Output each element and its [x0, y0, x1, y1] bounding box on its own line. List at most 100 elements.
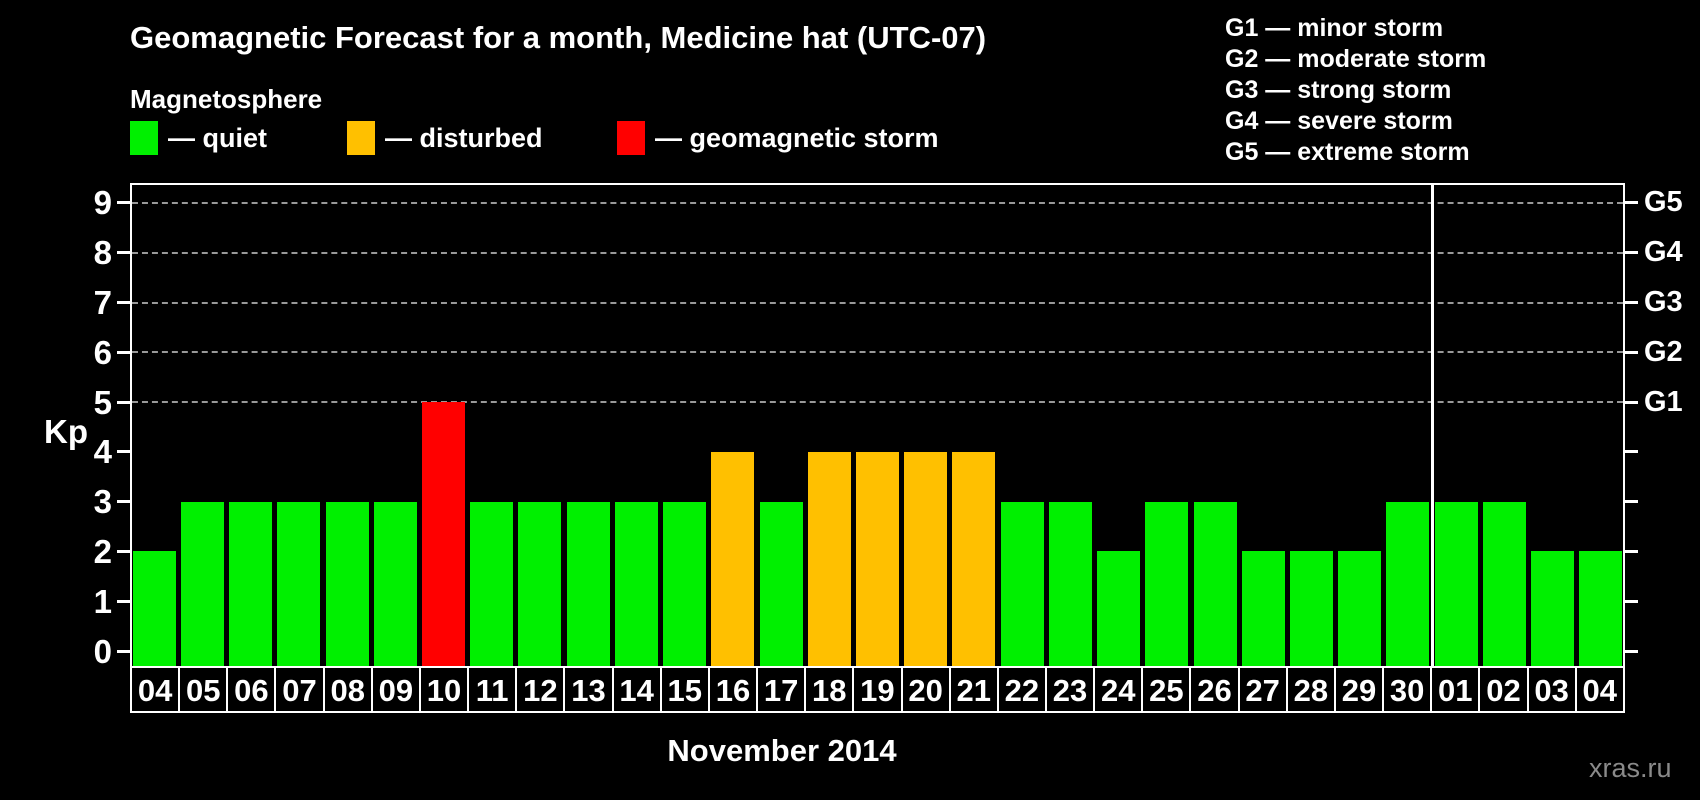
- legend-swatch-quiet: [130, 121, 158, 155]
- y-tick-label-5: 5: [93, 383, 112, 421]
- y-tick-label-3: 3: [93, 483, 112, 521]
- g-legend-line-3: G3 — strong storm: [1225, 76, 1452, 104]
- right-tick-2: [1625, 549, 1638, 553]
- gridline-kp-7: [132, 301, 1623, 304]
- y-tick-label-0: 0: [93, 632, 112, 670]
- day-label-nov-16: 16: [710, 668, 759, 711]
- day-label-nov-07: 07: [276, 668, 325, 711]
- left-tick-5: [117, 400, 130, 404]
- kp-bar-day-06: [229, 501, 273, 666]
- gridline-kp-9: [132, 201, 1623, 204]
- right-tick-7: [1625, 301, 1638, 305]
- day-label-nov-11: 11: [469, 668, 518, 711]
- left-tick-8: [117, 251, 130, 255]
- day-label-nov-19: 19: [854, 668, 903, 711]
- day-label-nov-29: 29: [1336, 668, 1385, 711]
- x-axis-day-labels: 04 05 06 07 08 09 10 11 12 13 14 15 16 17 18 19 20 21 22 23…: [130, 668, 1625, 713]
- right-tick-9: [1625, 201, 1638, 205]
- y-tick-label-2: 2: [93, 532, 112, 570]
- y-tick-label-8: 8: [93, 234, 112, 272]
- kp-bar-day-23: [1048, 501, 1092, 666]
- day-label-nov-20: 20: [903, 668, 951, 711]
- day-label-dec-01: 01: [1432, 668, 1481, 711]
- day-label-nov-12: 12: [517, 668, 566, 711]
- y-axis-title: Kp: [44, 413, 88, 450]
- kp-bar-day-17: [759, 501, 803, 666]
- gridline-kp-6: [132, 351, 1623, 354]
- g-axis-label-g2: G2: [1644, 335, 1683, 368]
- gridline-kp-5: [132, 401, 1623, 404]
- right-tick-4: [1625, 450, 1638, 454]
- day-label-nov-22: 22: [999, 668, 1047, 711]
- kp-bar-day-10: [421, 402, 465, 666]
- right-tick-5: [1625, 400, 1638, 404]
- y-tick-label-4: 4: [93, 433, 112, 471]
- kp-bar-day-16: [711, 451, 755, 666]
- day-label-nov-10: 10: [421, 668, 470, 711]
- day-label-nov-27: 27: [1240, 668, 1288, 711]
- y-tick-label-7: 7: [93, 284, 112, 322]
- kp-bar-day-22: [1000, 501, 1044, 666]
- day-label-nov-25: 25: [1143, 668, 1192, 711]
- left-tick-0: [117, 649, 130, 653]
- kp-bar-day-14: [614, 501, 658, 666]
- kp-bar-day-05: [180, 501, 224, 666]
- month-boundary-line: [1430, 185, 1434, 666]
- kp-bar-day-13: [566, 501, 610, 666]
- kp-bar-day-03: [1531, 551, 1575, 666]
- kp-bar-day-11: [470, 501, 514, 666]
- kp-bar-day-20: [904, 451, 948, 666]
- day-label-nov-26: 26: [1191, 668, 1240, 711]
- day-label-nov-28: 28: [1288, 668, 1336, 711]
- day-label-nov-05: 05: [180, 668, 229, 711]
- right-tick-6: [1625, 350, 1638, 354]
- right-tick-1: [1625, 599, 1638, 603]
- kp-bar-day-04: [132, 551, 176, 666]
- g-axis-label-g1: G1: [1644, 385, 1683, 418]
- day-label-nov-18: 18: [806, 668, 855, 711]
- kp-bar-day-25: [1145, 501, 1189, 666]
- kp-bar-day-02: [1482, 501, 1526, 666]
- left-tick-4: [117, 450, 130, 454]
- day-label-nov-09: 09: [373, 668, 421, 711]
- g-legend-line-2: G2 — moderate storm: [1225, 45, 1487, 73]
- legend-label-quiet: — quiet: [168, 122, 267, 153]
- day-label-nov-21: 21: [951, 668, 999, 711]
- kp-bar-day-26: [1193, 501, 1237, 666]
- g-legend-line-1: G1 — minor storm: [1225, 14, 1444, 42]
- kp-bar-day-21: [952, 451, 996, 666]
- kp-bar-day-27: [1241, 551, 1285, 666]
- legend-item-quiet: — quiet: [130, 121, 267, 155]
- day-label-nov-04: 04: [132, 668, 181, 711]
- y-tick-label-9: 9: [93, 184, 112, 222]
- kp-bar-day-07: [277, 501, 321, 666]
- kp-bar-day-08: [325, 501, 369, 666]
- kp-bar-day-24: [1097, 551, 1141, 666]
- kp-bar-day-18: [807, 451, 851, 666]
- kp-bar-day-15: [663, 501, 707, 666]
- left-tick-2: [117, 549, 130, 553]
- magnetosphere-legend-title: Magnetosphere: [130, 84, 323, 114]
- day-label-dec-04: 04: [1582, 673, 1617, 708]
- kp-bar-day-12: [518, 501, 562, 666]
- g-legend-line-4: G4 — severe storm: [1225, 107, 1453, 135]
- legend-label-storm: — geomagnetic storm: [655, 122, 939, 153]
- legend-swatch-disturbed: [347, 121, 375, 155]
- kp-bar-day-19: [856, 451, 899, 666]
- kp-bar-day-28: [1290, 551, 1334, 666]
- legend-swatch-storm: [617, 121, 645, 155]
- day-label-nov-15: 15: [662, 668, 710, 711]
- g-axis-label-g3: G3: [1644, 286, 1683, 319]
- legend-item-disturbed: — disturbed: [347, 121, 543, 155]
- left-tick-3: [117, 500, 130, 504]
- y-tick-label-1: 1: [93, 582, 112, 620]
- kp-bar-day-04: [1579, 551, 1623, 666]
- day-label-nov-06: 06: [228, 668, 277, 711]
- kp-bar-day-29: [1338, 551, 1382, 666]
- legend-label-disturbed: — disturbed: [385, 122, 543, 153]
- kp-bar-day-09: [373, 501, 417, 666]
- y-tick-label-6: 6: [93, 333, 112, 371]
- g-axis-label-g4: G4: [1644, 236, 1683, 269]
- right-tick-0: [1625, 649, 1638, 653]
